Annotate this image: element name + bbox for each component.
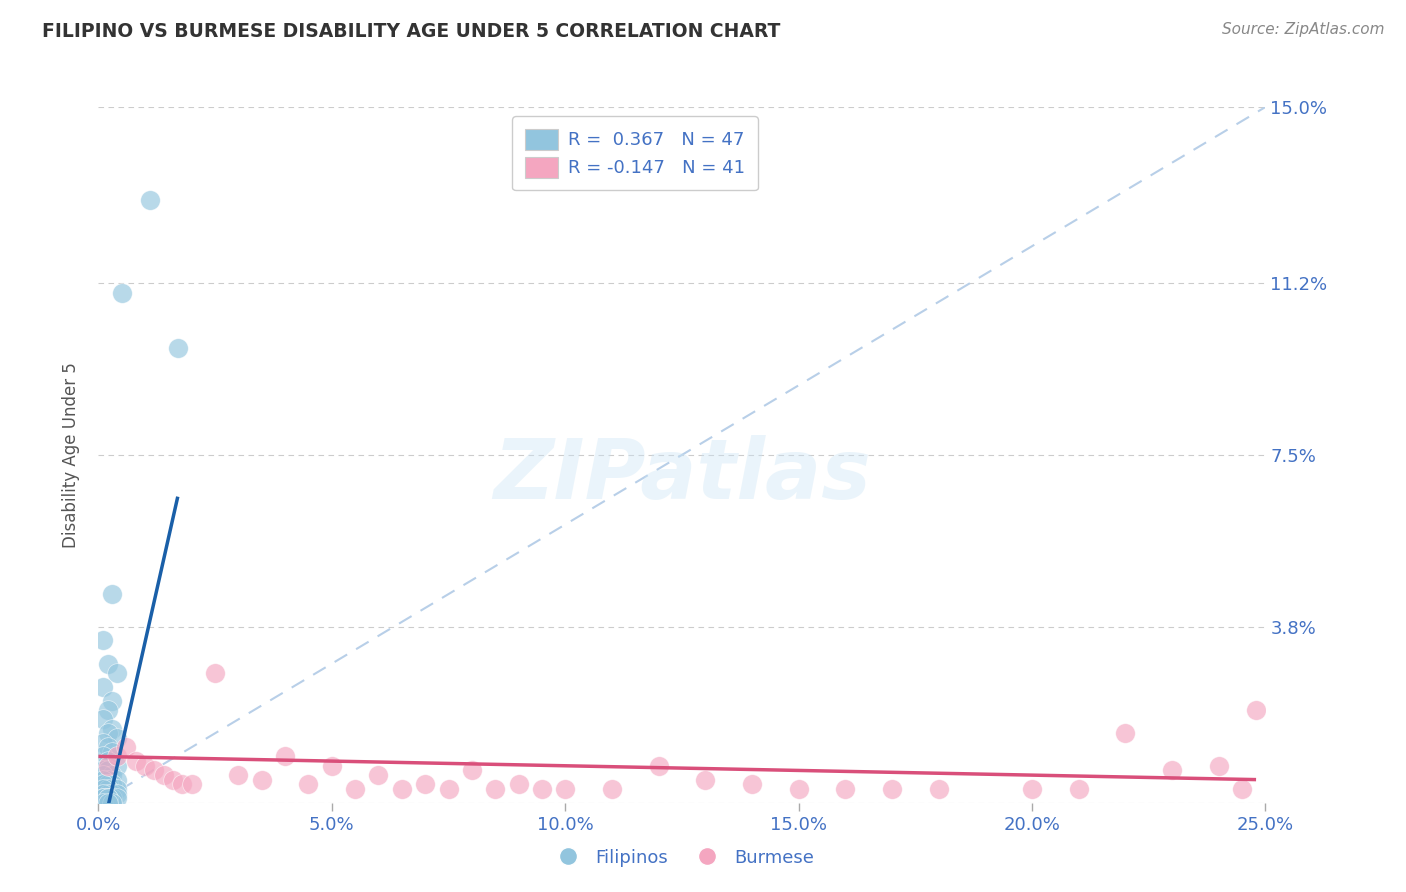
Point: [111, 285, 134, 300]
Point: [97, 726, 120, 740]
Point: [1244, 703, 1267, 717]
Point: [97, 791, 120, 805]
Point: [105, 787, 128, 801]
Point: [105, 758, 128, 772]
Y-axis label: Disability Age Under 5: Disability Age Under 5: [62, 362, 80, 548]
Point: [1021, 781, 1043, 796]
Point: [647, 758, 669, 772]
Point: [880, 781, 903, 796]
Point: [101, 745, 124, 759]
Point: [274, 749, 297, 764]
Point: [125, 754, 148, 768]
Point: [437, 781, 460, 796]
Point: [97, 781, 120, 796]
Point: [91, 735, 114, 749]
Point: [101, 722, 124, 736]
Point: [101, 768, 124, 782]
Point: [91, 749, 114, 764]
Point: [91, 680, 114, 694]
Point: [554, 781, 576, 796]
Point: [91, 772, 114, 787]
Text: FILIPINO VS BURMESE DISABILITY AGE UNDER 5 CORRELATION CHART: FILIPINO VS BURMESE DISABILITY AGE UNDER…: [42, 22, 780, 41]
Point: [166, 341, 188, 355]
Point: [101, 777, 124, 791]
Point: [695, 772, 717, 787]
Point: [787, 781, 810, 796]
Point: [97, 787, 120, 801]
Point: [600, 781, 623, 796]
Point: [97, 796, 120, 810]
Point: [741, 777, 763, 791]
Point: [413, 777, 436, 791]
Point: [91, 787, 114, 801]
Point: [97, 657, 120, 671]
Point: [97, 740, 120, 755]
Point: [105, 791, 128, 805]
Point: [91, 764, 114, 778]
Point: [97, 754, 120, 768]
Point: [91, 768, 114, 782]
Point: [91, 791, 114, 805]
Point: [152, 768, 174, 782]
Point: [143, 764, 166, 778]
Point: [1208, 758, 1230, 772]
Point: [1067, 781, 1090, 796]
Point: [105, 731, 128, 745]
Point: [101, 787, 124, 801]
Point: [97, 791, 120, 805]
Point: [97, 703, 120, 717]
Point: [101, 796, 124, 810]
Point: [530, 781, 553, 796]
Point: [367, 768, 389, 782]
Point: [115, 740, 138, 755]
Point: [101, 694, 124, 708]
Point: [91, 777, 114, 791]
Point: [97, 772, 120, 787]
Point: [391, 781, 413, 796]
Point: [250, 772, 273, 787]
Point: [321, 758, 343, 772]
Point: [134, 758, 156, 772]
Point: [97, 777, 120, 791]
Point: [928, 781, 950, 796]
Point: [228, 768, 250, 782]
Point: [105, 665, 128, 680]
Point: [97, 791, 120, 805]
Point: [91, 781, 114, 796]
Point: [297, 777, 319, 791]
Point: [105, 772, 128, 787]
Point: [344, 781, 367, 796]
Point: [461, 764, 484, 778]
Point: [97, 764, 120, 778]
Point: [91, 712, 114, 726]
Text: ZIPatlas: ZIPatlas: [494, 435, 870, 516]
Point: [91, 633, 114, 648]
Point: [105, 781, 128, 796]
Text: Source: ZipAtlas.com: Source: ZipAtlas.com: [1222, 22, 1385, 37]
Point: [105, 749, 128, 764]
Point: [91, 796, 114, 810]
Point: [172, 777, 194, 791]
Point: [91, 791, 114, 805]
Point: [1161, 764, 1184, 778]
Point: [139, 193, 162, 207]
Point: [484, 781, 506, 796]
Point: [97, 758, 120, 772]
Point: [834, 781, 856, 796]
Point: [162, 772, 184, 787]
Point: [180, 777, 202, 791]
Legend: Filipinos, Burmese: Filipinos, Burmese: [543, 841, 821, 874]
Point: [1230, 781, 1253, 796]
Point: [204, 665, 226, 680]
Point: [101, 587, 124, 601]
Point: [508, 777, 530, 791]
Point: [101, 791, 124, 805]
Point: [1114, 726, 1136, 740]
